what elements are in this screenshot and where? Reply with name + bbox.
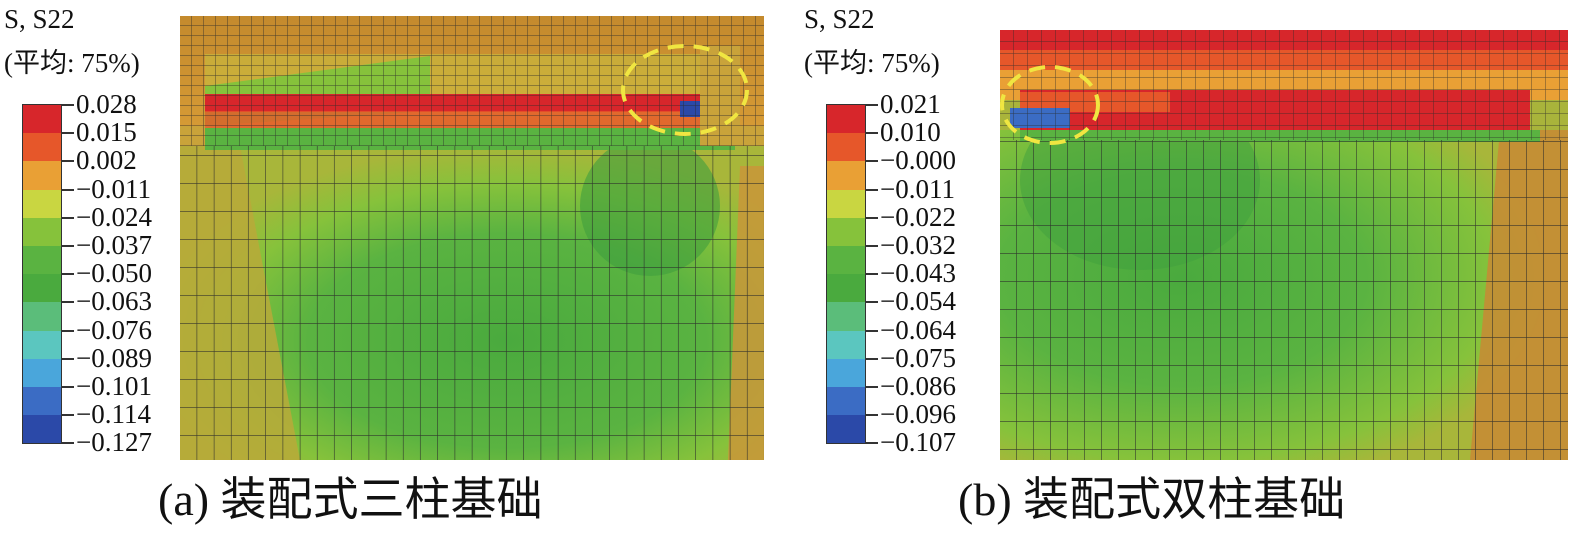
legend-tick xyxy=(62,245,74,247)
legend-value-label: −0.075 xyxy=(880,342,956,373)
legend-title-averaging: (平均: 75%) xyxy=(804,48,940,78)
legend-swatch xyxy=(23,415,61,444)
legend-swatch xyxy=(23,189,61,218)
legend-value-label: −0.037 xyxy=(76,230,152,260)
legend-tick xyxy=(866,132,878,135)
legend-tick xyxy=(62,386,74,388)
legend-value-label: −0.022 xyxy=(880,201,956,232)
legend-value-label: −0.032 xyxy=(880,230,956,260)
legend-swatch xyxy=(23,133,61,162)
legend-tick xyxy=(62,273,74,276)
legend-swatch xyxy=(23,245,61,275)
legend-color-bar xyxy=(22,104,62,445)
legend-swatch xyxy=(23,274,61,303)
figure-caption: (b) 装配式双柱基础 xyxy=(958,474,1346,525)
legend-swatch xyxy=(23,161,61,190)
legend-value-label: −0.101 xyxy=(76,371,152,401)
legend-swatch xyxy=(23,386,61,416)
legend-swatch xyxy=(827,133,865,162)
legend-value-label: −0.054 xyxy=(880,286,956,317)
legend-swatch xyxy=(23,330,61,359)
stress-contour-plot xyxy=(1000,30,1568,460)
legend-swatch xyxy=(827,330,865,359)
legend-swatch xyxy=(827,386,865,416)
legend-tick xyxy=(866,104,878,106)
highlight-ellipse xyxy=(621,44,749,136)
legend-value-label: −0.024 xyxy=(76,201,152,232)
panel-two-column-foundation: S, S22 (平均: 75%) 0.021 0.010 −0.000 −0.011−… xyxy=(800,0,1575,551)
legend-value-label: −0.096 xyxy=(880,399,956,430)
legend-tick xyxy=(62,357,74,360)
stress-contour-plot xyxy=(180,16,764,460)
legend-swatch xyxy=(827,217,865,246)
legend-value-label: −0.076 xyxy=(76,314,152,345)
legend-value-label: −0.011 xyxy=(880,173,955,204)
legend-tick xyxy=(62,160,74,163)
highlight-ellipse xyxy=(1000,65,1100,145)
figure-caption: (a) 装配式三柱基础 xyxy=(158,474,543,525)
legend-swatch xyxy=(23,302,61,331)
legend-tick xyxy=(866,386,878,388)
legend-swatch xyxy=(827,358,865,387)
legend-swatch xyxy=(827,189,865,218)
legend-swatch xyxy=(827,415,865,444)
legend-swatch xyxy=(23,217,61,246)
legend-swatch xyxy=(23,358,61,387)
legend-swatch xyxy=(827,274,865,303)
legend-value-label: −0.011 xyxy=(76,173,151,204)
legend-value-label: −0.043 xyxy=(880,258,956,289)
legend-value-label: −0.064 xyxy=(880,314,956,345)
legend-tick xyxy=(866,357,878,360)
legend-value-label: 0.010 xyxy=(880,117,941,148)
legend-swatch xyxy=(827,161,865,190)
legend-value-label: −0.050 xyxy=(76,258,152,289)
legend-tick xyxy=(866,188,878,191)
legend-tick xyxy=(866,160,878,163)
legend-tick xyxy=(62,414,74,417)
legend-value-label: −0.127 xyxy=(76,427,152,458)
legend-value-label: −0.086 xyxy=(880,371,956,401)
legend-tick xyxy=(62,104,74,106)
legend-tick xyxy=(62,132,74,135)
legend-tick xyxy=(62,329,74,332)
legend-swatch xyxy=(827,245,865,275)
legend-tick xyxy=(866,329,878,332)
legend-value-label: 0.028 xyxy=(76,89,137,119)
legend-title-averaging: (平均: 75%) xyxy=(4,48,140,78)
legend-value-label: −0.000 xyxy=(880,145,956,176)
legend-value-label: −0.114 xyxy=(76,399,151,430)
legend-color-bar xyxy=(826,104,866,445)
fem-mesh-svg xyxy=(180,16,764,460)
legend-tick xyxy=(866,216,878,219)
legend-tick xyxy=(62,188,74,191)
legend-tick xyxy=(866,442,878,445)
fem-mesh-svg xyxy=(1000,30,1568,460)
legend-tick xyxy=(866,414,878,417)
legend-value-label: −0.107 xyxy=(880,427,956,458)
legend-value-label: 0.002 xyxy=(76,145,137,176)
legend-title-variable: S, S22 xyxy=(4,4,75,34)
legend-value-label: 0.021 xyxy=(880,89,941,119)
legend-value-label: 0.015 xyxy=(76,117,137,148)
legend-tick xyxy=(62,216,74,219)
legend-swatch xyxy=(827,105,865,134)
legend-tick xyxy=(866,273,878,276)
legend-tick xyxy=(62,301,74,304)
legend-swatch xyxy=(827,302,865,331)
legend-value-label: −0.063 xyxy=(76,286,152,317)
panel-three-column-foundation: S, S22 (平均: 75%) 0.028 0.015 0.002 −0.011 −0… xyxy=(0,0,780,551)
legend-swatch xyxy=(23,105,61,134)
legend-title-variable: S, S22 xyxy=(804,4,875,34)
legend-tick xyxy=(62,442,74,445)
legend-tick xyxy=(866,301,878,304)
legend-value-label: −0.089 xyxy=(76,342,152,373)
legend-tick xyxy=(866,245,878,247)
